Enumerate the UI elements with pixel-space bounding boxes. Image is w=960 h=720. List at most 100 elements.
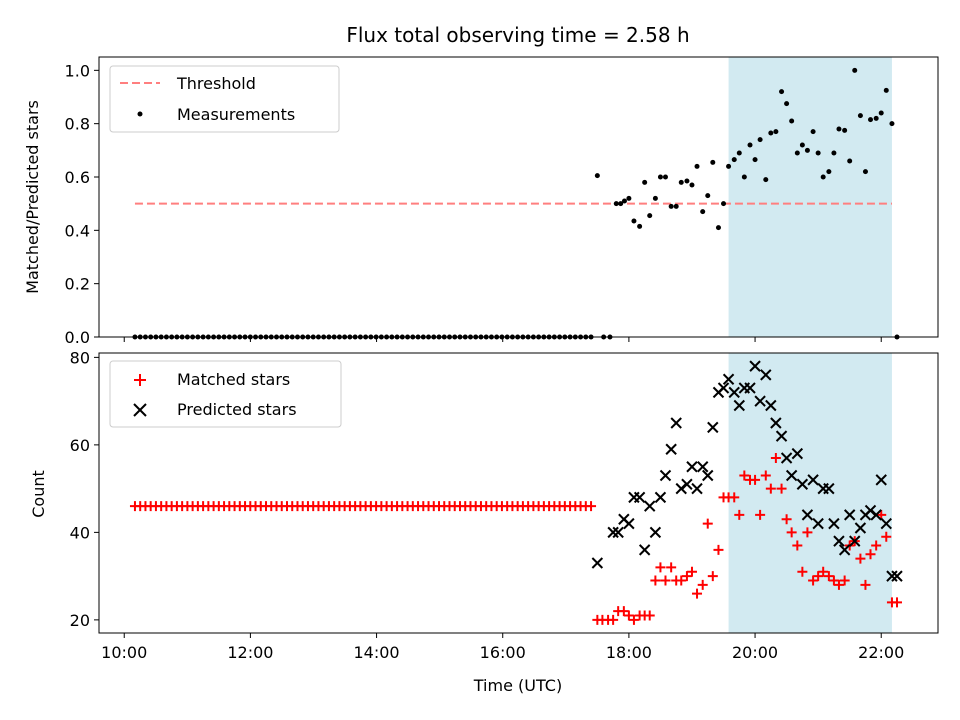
measurement-point <box>700 209 706 215</box>
matched-star-point <box>792 540 803 551</box>
predicted-star-point <box>833 535 845 547</box>
matched-star-point <box>729 492 740 503</box>
predicted-star-point <box>607 526 619 539</box>
measurement-point <box>741 174 747 180</box>
predicted-star-point <box>765 399 777 412</box>
predicted-star-point <box>638 544 651 556</box>
predicted-star-point <box>812 517 824 530</box>
matched-star-point <box>781 514 792 525</box>
measurement-point <box>721 201 727 207</box>
predicted-star-point <box>880 517 892 530</box>
measurement-point <box>752 157 758 163</box>
predicted-star-point <box>707 421 719 434</box>
matched-star-point <box>586 501 597 512</box>
matched-star-point <box>655 562 666 573</box>
measurement-point <box>726 163 732 169</box>
predicted-star-point <box>843 509 856 521</box>
predicted-star-point <box>654 491 667 504</box>
measurement-point <box>799 142 805 148</box>
matched-star-point <box>760 470 771 481</box>
top-x-ticks <box>123 337 882 342</box>
x-tick-label: 20:00 <box>732 643 778 662</box>
predicted-star-point <box>702 469 714 482</box>
predicted-star-point <box>612 526 624 539</box>
measurement-point <box>773 129 779 135</box>
measurement-point <box>779 89 785 95</box>
measurement-point <box>715 225 721 231</box>
y-tick-label: 60 <box>70 436 90 455</box>
measurement-point <box>842 127 848 133</box>
legend-threshold-label: Threshold <box>176 74 256 93</box>
predicted-star-point <box>644 500 656 512</box>
measurement-point <box>873 115 879 121</box>
matched-star-point <box>739 470 750 481</box>
matched-star-point <box>786 527 797 538</box>
bottom-x-ticks: 10:00 12:00 14:00 16:00 18:00 20:00 22:00 <box>101 633 904 662</box>
predicted-star-point <box>801 509 814 521</box>
bottom-legend: Matched stars Predicted stars <box>109 360 342 428</box>
figure-title: Flux total observing time = 2.58 h <box>346 23 689 47</box>
predicted-star-point <box>686 461 698 473</box>
matched-star-point <box>755 509 766 520</box>
matched-star-point <box>686 566 697 577</box>
measurement-point <box>883 87 889 93</box>
matched-star-point <box>666 562 677 573</box>
predicted-star-point <box>649 526 662 539</box>
matched-star-point <box>770 453 781 463</box>
matched-star-point <box>750 474 761 485</box>
measurement-point <box>621 198 627 204</box>
predicted-star-point <box>785 469 798 482</box>
predicted-star-point <box>733 399 745 412</box>
matched-star-point <box>692 588 703 599</box>
predicted-star-point <box>696 461 709 473</box>
bottom-y-axis-label: Count <box>29 470 48 518</box>
matched-star-point <box>876 509 887 520</box>
matched-star-point <box>681 571 692 582</box>
matched-star-point <box>860 579 871 590</box>
matched-star-point <box>891 597 902 608</box>
predicted-star-point <box>728 386 740 399</box>
matched-star-point <box>776 483 787 494</box>
predicted-star-point <box>891 570 903 582</box>
predicted-star-point <box>791 447 804 460</box>
matched-star-point <box>608 614 619 625</box>
legend-measurements-swatch <box>137 111 143 117</box>
bottom-points <box>129 360 903 625</box>
measurement-point <box>652 195 658 201</box>
predicted-star-point <box>722 373 735 385</box>
legend-predicted-label: Predicted stars <box>177 400 297 419</box>
y-tick-label: 0.4 <box>65 221 90 240</box>
bottom-panel: 20 40 60 80 10:00 12:00 14:00 16:00 18:00 20:00 2… <box>29 348 939 695</box>
measurement-point <box>657 174 663 180</box>
measurement-point <box>757 137 763 143</box>
matched-star-point <box>818 566 829 577</box>
top-highlight-band <box>728 57 892 337</box>
measurement-point <box>889 121 895 127</box>
predicted-star-point <box>749 360 761 372</box>
predicted-star-point <box>659 469 672 482</box>
x-axis-label: Time (UTC) <box>473 676 562 695</box>
top-legend: Threshold Measurements <box>109 65 340 133</box>
matched-star-point <box>623 610 634 621</box>
measurement-point <box>637 223 643 229</box>
legend-matched-swatch <box>134 374 146 386</box>
predicted-star-point <box>754 395 766 407</box>
measurement-point <box>642 179 648 185</box>
measurement-point <box>831 150 837 156</box>
matched-star-point <box>839 575 850 586</box>
matched-star-point <box>813 571 824 582</box>
predicted-star-point <box>591 557 604 569</box>
measurement-point <box>613 201 619 207</box>
matched-star-point <box>702 518 713 529</box>
measurement-point <box>810 129 816 135</box>
measurement-point <box>847 158 853 164</box>
y-tick-label: 40 <box>70 523 90 542</box>
measurement-point <box>789 118 795 124</box>
matched-star-point <box>823 571 834 582</box>
matched-star-point <box>618 606 629 617</box>
measurement-point <box>794 150 800 156</box>
top-y-axis-label: Matched/Predicted stars <box>23 100 42 294</box>
top-axes-frame <box>98 56 939 338</box>
matched-star-point <box>871 540 882 551</box>
predicted-star-point <box>849 535 861 547</box>
